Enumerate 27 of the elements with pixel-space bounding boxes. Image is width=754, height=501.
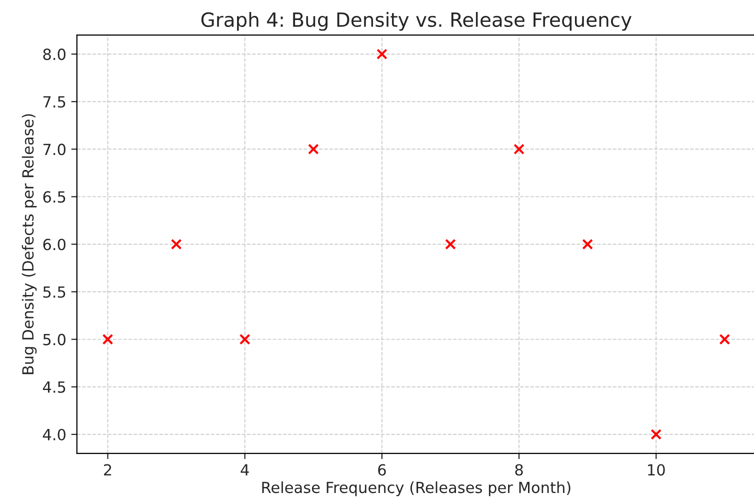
y-tick-label: 6.5 bbox=[43, 191, 66, 203]
point bbox=[308, 144, 319, 155]
point bbox=[170, 238, 182, 250]
x-axis-title: Release Frequency (Releases per Month) bbox=[262, 481, 570, 496]
x-tick-label: 8 bbox=[515, 464, 523, 476]
x-tick-label: 4 bbox=[240, 464, 249, 476]
x-tick-label: 2 bbox=[104, 464, 112, 476]
x-tick-label: 10 bbox=[648, 464, 665, 476]
y-tick-label: 4.0 bbox=[42, 428, 66, 440]
point bbox=[582, 238, 594, 250]
point bbox=[514, 144, 524, 155]
y-tick-label: 5.5 bbox=[43, 286, 66, 298]
point bbox=[376, 48, 388, 60]
y-tick-label: 6.0 bbox=[43, 238, 66, 250]
y-tick-label: 4.5 bbox=[42, 382, 66, 393]
y-tick-label: 7.5 bbox=[43, 96, 66, 108]
chart-title: Graph 4: Bug Density vs. Release Frequency bbox=[201, 12, 632, 31]
x-tick-label: 6 bbox=[378, 464, 386, 476]
y-tick-label: 8.0 bbox=[43, 48, 66, 60]
y-axis-title: Bug Density (Defects per Release) bbox=[22, 114, 37, 374]
point bbox=[102, 334, 114, 345]
point bbox=[719, 334, 730, 345]
point bbox=[445, 238, 456, 250]
point bbox=[239, 334, 250, 345]
y-tick-label: 5.0 bbox=[43, 334, 66, 346]
y-tick-label: 7.0 bbox=[43, 144, 66, 156]
point bbox=[650, 428, 662, 440]
